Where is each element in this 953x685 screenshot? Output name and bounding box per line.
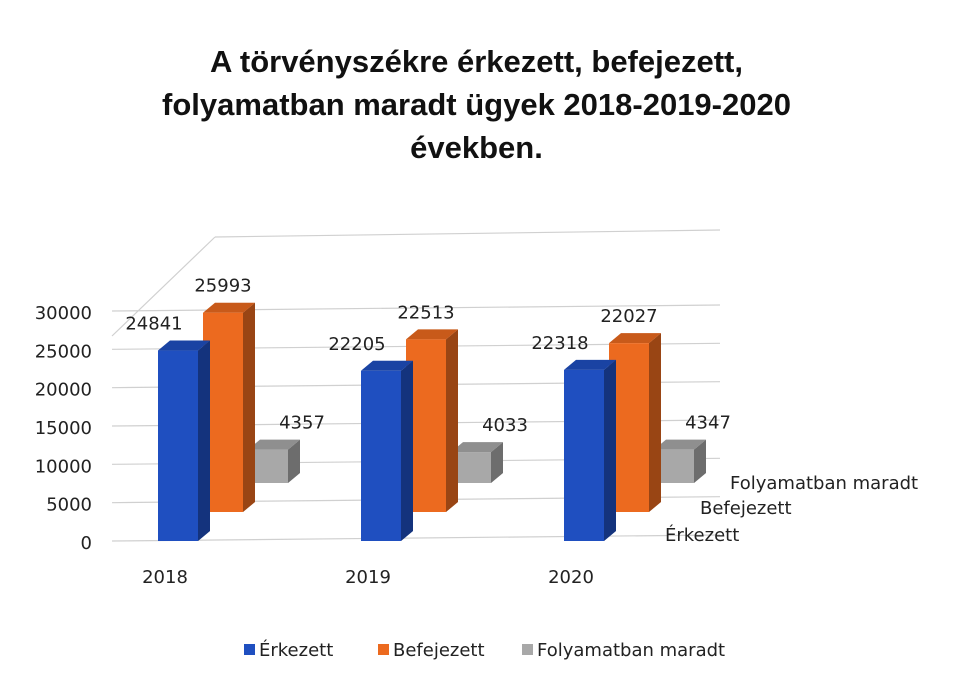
x-tick-label: 2018 [142,567,188,588]
data-label: 22318 [531,333,588,354]
bar-side-shade [243,302,255,512]
legend-label: Befejezett [393,640,485,661]
y-tick-label: 30000 [35,303,92,324]
y-tick-label: 5000 [46,495,92,516]
y-tick-label: 15000 [35,418,92,439]
chart-title: A törvényszékre érkezett, befejezett, fo… [162,44,791,165]
legend-label: Érkezett [259,639,333,661]
y-tick-label: 25000 [35,341,92,362]
bar-top [158,340,210,351]
depth-label: Befejezett [700,498,792,519]
bar-side [198,340,210,541]
bar-top-shade [158,340,210,351]
bar-top [451,442,503,453]
bar-side-shade [491,442,503,483]
bar-top [361,360,413,371]
x-tick-label: 2020 [548,567,594,588]
grid-line [111,534,721,542]
y-tick-label: 10000 [35,456,92,477]
bar [158,350,198,541]
data-label: 4357 [279,413,325,434]
bar-top-shade [203,302,255,313]
legend-label: Folyamatban maradt [537,640,725,661]
data-label: 22027 [600,306,657,327]
bar-side [649,333,661,512]
bar-side-shade [604,359,616,541]
bar-top [406,329,458,340]
y-tick-label: 0 [81,533,92,554]
bar-side [288,439,300,483]
legend-swatch [244,644,255,655]
data-label: 4033 [482,415,528,436]
bar-top [609,333,661,344]
bar-side-shade [288,439,300,483]
bar-side-shade [401,360,413,541]
bar-side [243,302,255,512]
bar-side [446,329,458,512]
data-label: 25993 [194,276,251,297]
bar-side [401,360,413,541]
x-tick-label: 2019 [345,567,391,588]
wall-edge [214,229,721,238]
bar-top-shade [564,359,616,370]
bar-top [564,359,616,370]
bar-top-shade [654,439,706,450]
y-tick-label: 20000 [35,380,92,401]
data-label: 22513 [397,302,454,323]
data-label: 4347 [685,413,731,434]
bar-side [491,442,503,483]
bar-side-shade [649,333,661,512]
bar-top [203,302,255,313]
bar-top-shade [451,442,503,453]
bar [564,369,604,541]
data-label: 24841 [125,314,182,335]
bar-top-shade [406,329,458,340]
bar-side-shade [446,329,458,512]
wall-edge [111,236,216,337]
depth-label: Érkezett [665,524,739,546]
bar-side [694,439,706,483]
bar [361,370,401,541]
legend-swatch [522,644,533,655]
bar-top [248,439,300,450]
bar-side-shade [694,439,706,483]
bar-top-shade [609,333,661,344]
bar-top [654,439,706,450]
bar-side-shade [198,340,210,541]
bar-top-shade [248,439,300,450]
bar-top-shade [361,360,413,371]
data-label: 22205 [328,334,385,355]
legend-swatch [378,644,389,655]
depth-label: Folyamatban maradt [730,473,918,494]
bar-side [604,359,616,541]
